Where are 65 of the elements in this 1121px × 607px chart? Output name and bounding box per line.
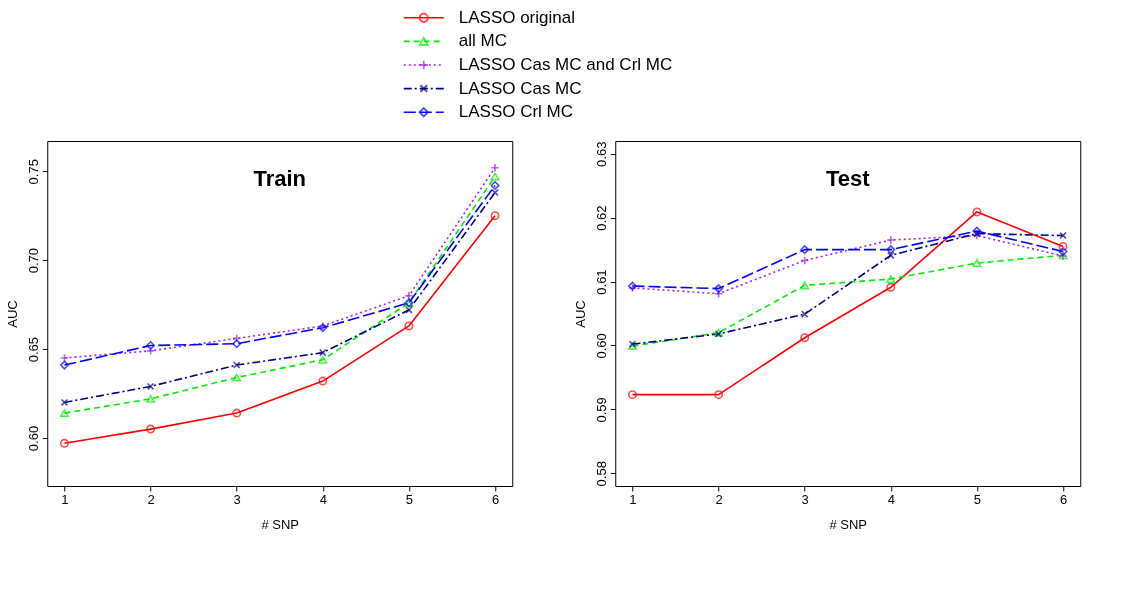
point <box>1058 241 1068 251</box>
point <box>490 180 500 190</box>
point <box>146 424 156 434</box>
x-tick-label: 6 <box>1059 491 1068 507</box>
x-tick-label: 2 <box>147 491 155 507</box>
x-tick-label: 3 <box>801 491 809 507</box>
y-tick-label: 0.65 <box>25 336 41 363</box>
x-tick-label: 6 <box>491 491 500 507</box>
y-tick-label: 0.75 <box>25 159 41 185</box>
legend-label: LASSO Crl MC <box>458 102 574 122</box>
x-tick-label: 3 <box>233 491 241 507</box>
text: Train <box>253 166 307 191</box>
point <box>232 408 242 418</box>
point <box>800 245 810 255</box>
point <box>318 376 328 386</box>
y-tick-label: 0.58 <box>593 461 609 487</box>
point <box>404 321 414 331</box>
point <box>972 207 982 217</box>
point <box>146 382 155 391</box>
point <box>405 306 413 314</box>
y-tick-label: 0.62 <box>593 205 609 231</box>
point <box>800 333 810 343</box>
y-tick-label: 0.59 <box>593 397 609 423</box>
point <box>59 409 69 418</box>
legend-label: LASSO Cas MC <box>458 78 582 98</box>
point <box>627 390 637 400</box>
text: Test <box>825 166 871 191</box>
point <box>318 355 328 364</box>
y-axis-title: AUC <box>4 300 20 328</box>
point <box>232 339 242 349</box>
y-tick-label: 0.61 <box>593 269 609 295</box>
point <box>714 284 724 294</box>
y-tick-label: 0.60 <box>593 333 609 359</box>
x-tick-label: 4 <box>887 491 895 507</box>
point <box>404 291 414 301</box>
legend-label: LASSO Cas MC and Crl MC <box>458 55 673 74</box>
x-tick-label: 5 <box>405 491 414 507</box>
point <box>59 438 69 448</box>
y-tick-label: 0.60 <box>25 425 41 452</box>
point <box>886 274 896 284</box>
x-axis-title: # SNP <box>261 516 300 532</box>
x-tick-label: 1 <box>61 491 69 507</box>
legend-label: LASSO original <box>458 7 575 27</box>
x-tick-label: 1 <box>629 491 637 507</box>
y-tick-label: 0.63 <box>593 141 609 167</box>
y-axis-title: AUC <box>572 300 588 328</box>
x-tick-label: 2 <box>715 491 723 507</box>
x-tick-label: 5 <box>973 491 982 507</box>
point <box>232 373 242 382</box>
point <box>714 390 724 400</box>
point <box>60 398 69 407</box>
point <box>800 281 810 290</box>
point <box>886 245 896 255</box>
point <box>886 282 896 292</box>
point <box>59 360 69 370</box>
point <box>886 235 896 245</box>
point <box>146 341 156 351</box>
point <box>490 172 500 181</box>
point <box>490 211 500 221</box>
y-tick-label: 0.70 <box>25 247 41 274</box>
x-axis-title: # SNP <box>829 516 868 532</box>
point <box>972 259 982 268</box>
x-tick-label: 4 <box>319 491 327 507</box>
legend-label: all MC <box>458 31 507 51</box>
point <box>146 394 156 403</box>
